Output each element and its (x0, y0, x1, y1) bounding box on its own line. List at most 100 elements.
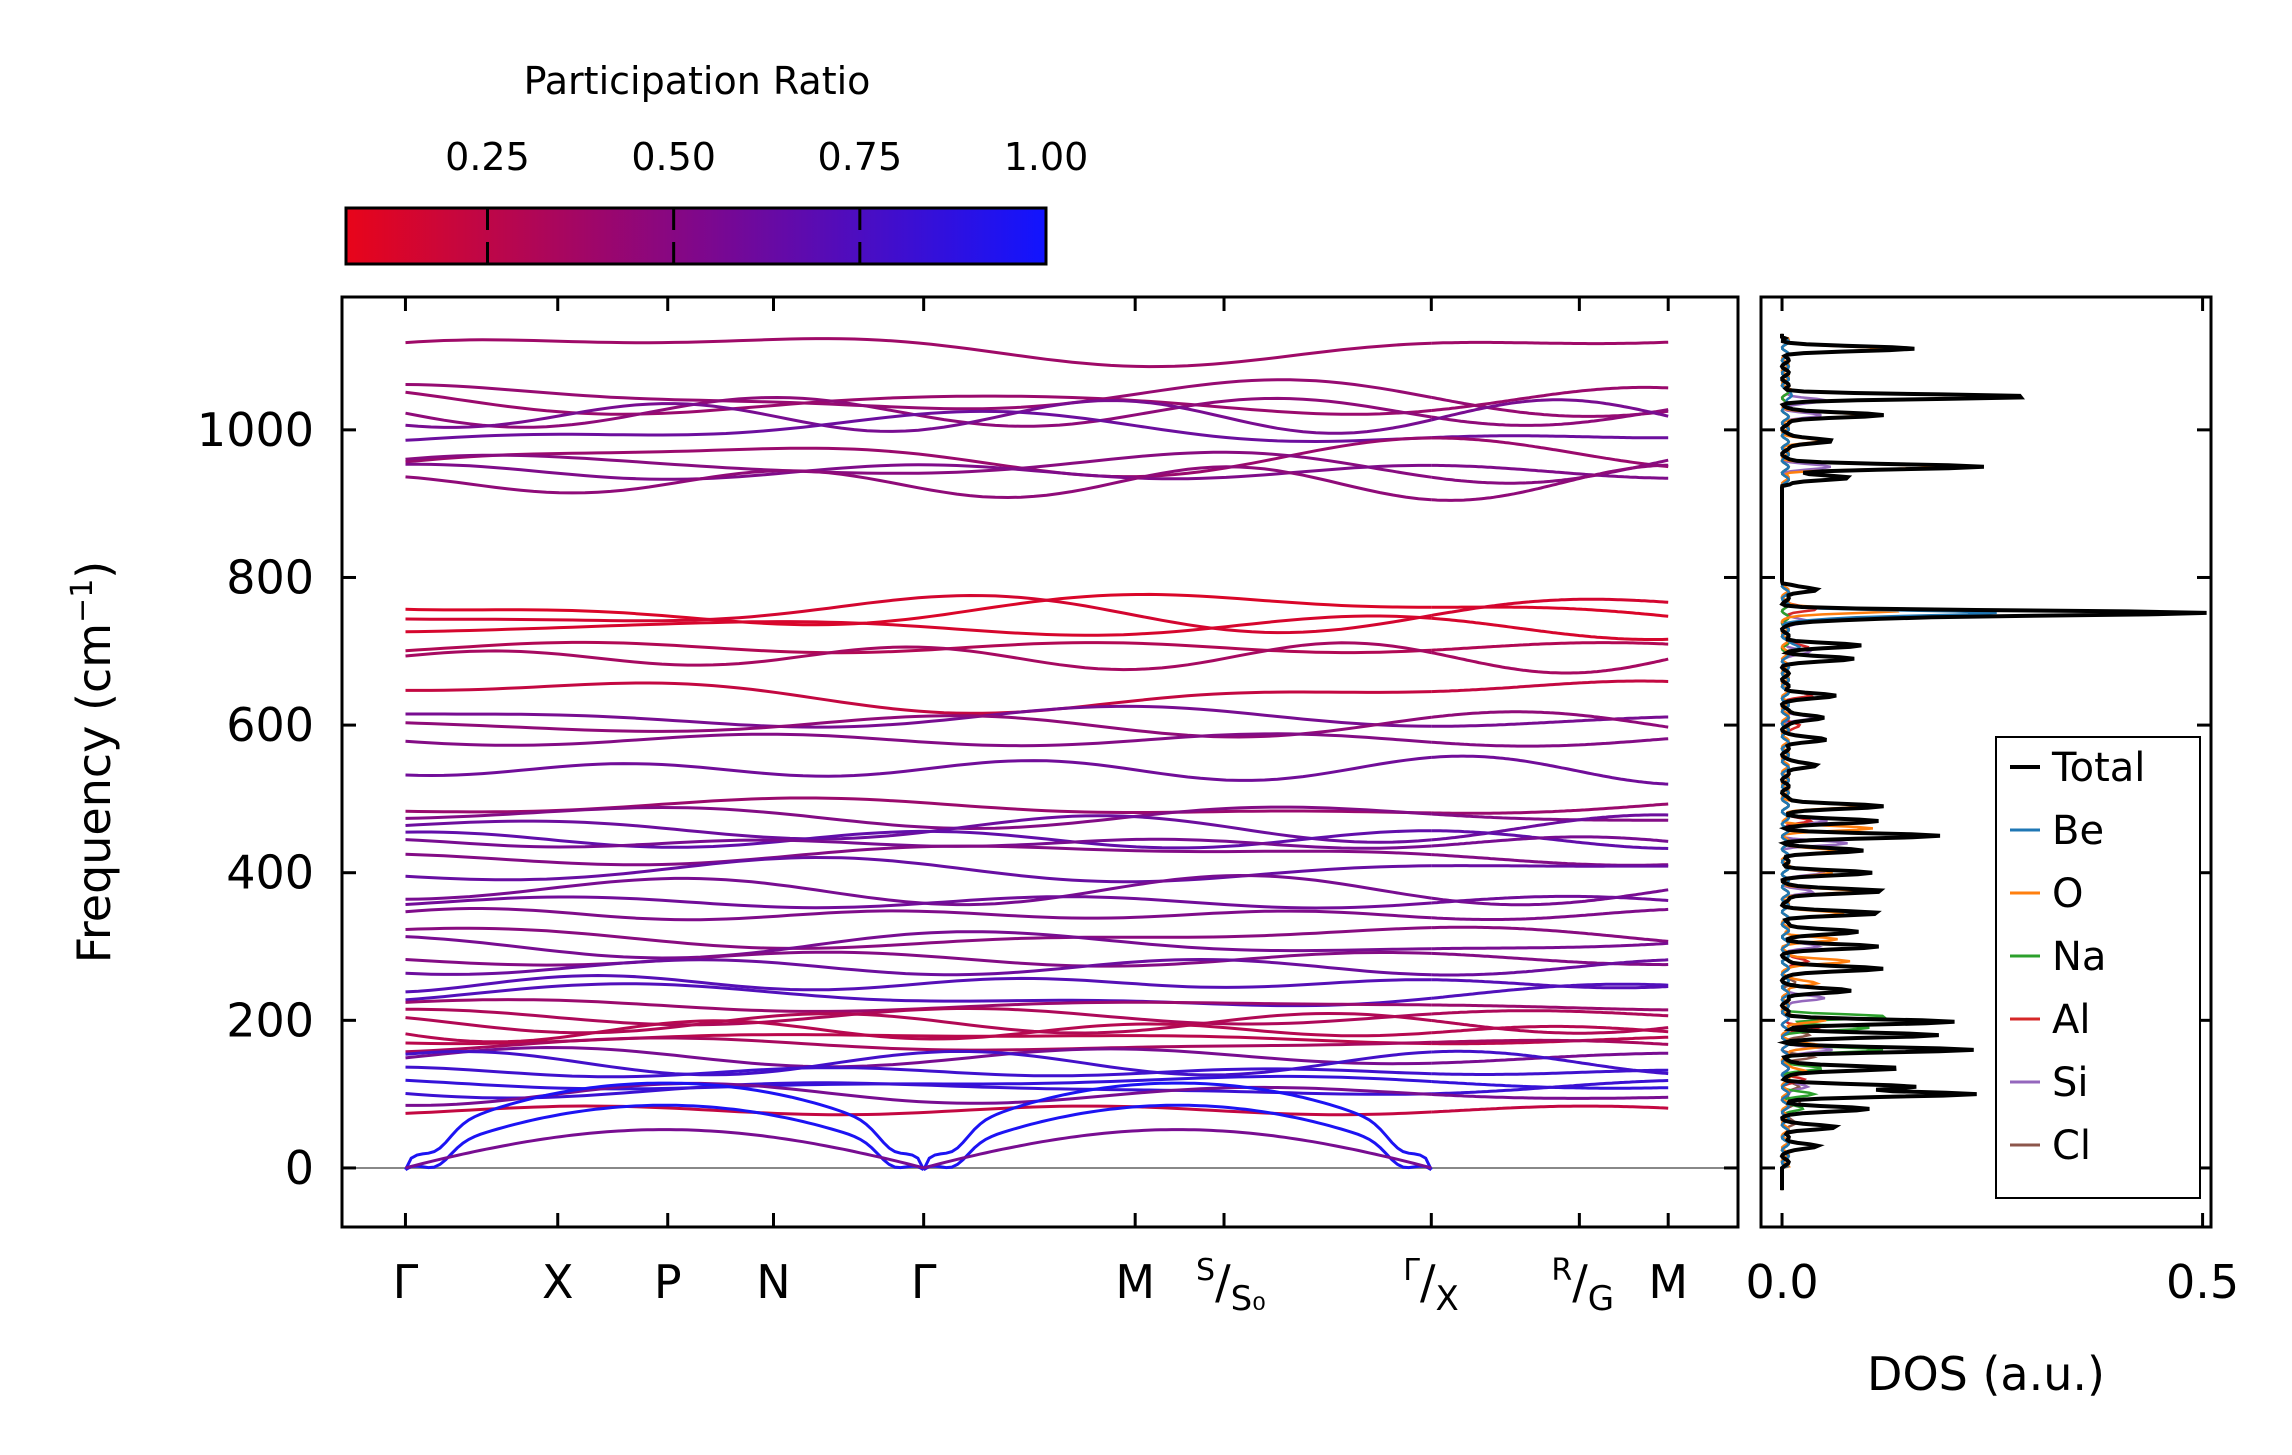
phonon-band (405, 640, 1432, 655)
legend-box (1995, 736, 2201, 1199)
phonon-band (1431, 888, 1669, 907)
phonon-band (405, 805, 1432, 831)
dos-frame (1759, 295, 2213, 1229)
dos-series-be (1780, 333, 1997, 1191)
phonon-band (405, 755, 1432, 782)
phonon-band (1431, 1009, 1669, 1018)
legend-label: Si (2052, 1060, 2089, 1106)
phonon-band (405, 930, 1432, 960)
legend-label: O (2052, 871, 2083, 917)
phonon-band (405, 641, 1432, 672)
acoustic-band (404, 1103, 925, 1172)
acoustic-band (922, 1103, 1433, 1172)
legend-label: Cl (2052, 1123, 2091, 1169)
phonon-band (1431, 835, 1669, 848)
y-tick-label: 200 (226, 993, 314, 1047)
phonon-band (1431, 1092, 1669, 1100)
phonon-band (405, 1049, 1432, 1077)
phonon-band (405, 704, 1432, 729)
phonon-band (1431, 605, 1669, 618)
phonon-band (405, 814, 1432, 844)
phonon-band (1431, 941, 1669, 951)
phonon-band (405, 409, 1432, 444)
y-tick-label: 800 (226, 550, 314, 604)
colorbar: Participation Ratio 0.25 0.50 0.75 1.00 (344, 59, 1088, 266)
phonon-band (405, 390, 1432, 416)
k-point-label: Γ (911, 1255, 937, 1309)
phonon-band (1431, 340, 1669, 346)
phonon-band (1431, 853, 1669, 867)
phonon-band (405, 681, 1432, 715)
k-point-label-slash: / (1215, 1255, 1231, 1309)
y-axis-title-main: Frequency (cm (67, 623, 121, 963)
legend-label: Al (2052, 997, 2090, 1043)
phonon-band (1431, 597, 1669, 617)
k-point-label: N (756, 1255, 790, 1309)
phonon-band (1431, 434, 1669, 440)
dos-x-tick-label: 0.0 (1745, 1255, 1818, 1309)
phonon-band (1431, 754, 1669, 786)
phonon-band (1431, 641, 1669, 652)
k-point-label-slash: / (1420, 1255, 1436, 1309)
phonon-band (1431, 1068, 1669, 1076)
phonon-band (405, 436, 1432, 479)
k-point-label-sup: R (1551, 1253, 1572, 1288)
acoustic-band (923, 1128, 1432, 1170)
phonon-band (405, 895, 1432, 910)
phonon-band (1431, 958, 1669, 977)
phonon-band (405, 614, 1432, 637)
phonon-band (1431, 951, 1669, 967)
k-point-label: P (654, 1255, 682, 1309)
phonon-band (405, 593, 1432, 635)
k-point-label-slash: / (1572, 1255, 1588, 1309)
phonon-band (1431, 651, 1669, 675)
dos-x-axis-title: DOS (a.u.) (1867, 1347, 2105, 1401)
band-frame (340, 295, 1740, 1229)
legend-label: Na (2052, 934, 2106, 980)
phonon-band (1431, 907, 1669, 921)
phonon-band (1431, 463, 1669, 502)
phonon-band (1431, 408, 1669, 427)
colorbar-tick-label: 1.00 (1004, 135, 1089, 179)
phonon-band (405, 1036, 1432, 1054)
acoustic-band (405, 1128, 925, 1170)
phonon-band (1431, 1019, 1669, 1035)
dos-lines (1776, 333, 2207, 1191)
colorbar-tick-label: 0.50 (631, 135, 716, 179)
phonon-band (1431, 894, 1669, 905)
phonon-band (405, 398, 1432, 435)
phonon-band (1431, 982, 1669, 1000)
phonon-band (1431, 385, 1669, 412)
k-point-label: Γ (393, 1255, 419, 1309)
y-tick-label: 600 (226, 698, 314, 752)
phonon-band (1431, 1104, 1669, 1114)
phonon-band (405, 714, 1432, 739)
phonon-band (1431, 679, 1669, 694)
colorbar-tick-label: 0.25 (445, 135, 530, 179)
y-tick-label: 0 (285, 1141, 314, 1195)
phonon-band (405, 1081, 1432, 1100)
phonon-band (405, 1011, 1432, 1035)
y-axis-title-sup: −1 (65, 579, 100, 623)
k-point-label-sub: X (1436, 1279, 1459, 1319)
acoustic-band (922, 1081, 1433, 1171)
k-point-label-sub: G (1588, 1279, 1614, 1319)
k-point-label: X (542, 1255, 574, 1309)
phonon-band (405, 462, 1432, 481)
phonon-band (1431, 715, 1669, 728)
phonon-band (405, 465, 1432, 502)
colorbar-ticks: 0.25 0.50 0.75 1.00 (445, 135, 1088, 264)
k-point-label-sup: S (1196, 1253, 1215, 1288)
k-point-label: M (1115, 1255, 1155, 1309)
phonon-band (405, 950, 1432, 968)
phonon-band (1431, 1038, 1669, 1046)
dos-series-total (1776, 333, 2207, 1191)
k-point-label: M (1648, 1255, 1688, 1309)
phonon-band (405, 1007, 1432, 1027)
dos-legend: Total Be O Na Al Si Cl (1995, 736, 2201, 1199)
legend-label: Total (2051, 745, 2145, 791)
phonon-band (405, 1081, 1432, 1107)
k-point-label: Γ/X (1403, 1253, 1459, 1319)
colorbar-gradient (344, 206, 1048, 266)
phonon-band (405, 378, 1432, 411)
